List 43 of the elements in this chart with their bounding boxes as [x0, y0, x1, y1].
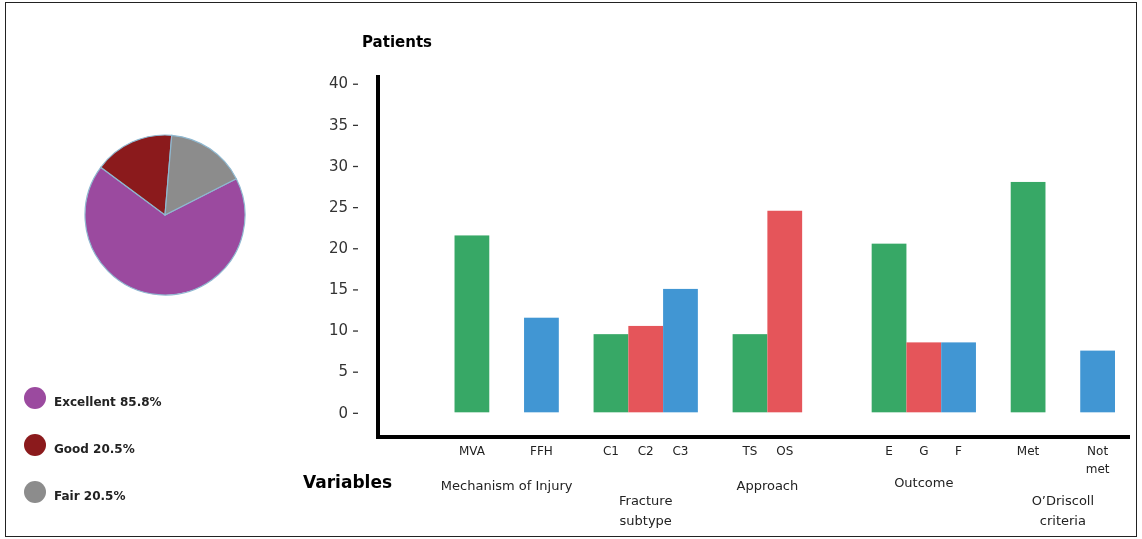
legend-label: Excellent 85.8% — [54, 395, 162, 409]
legend-label: Fair 20.5% — [54, 489, 126, 503]
bar — [1010, 181, 1046, 413]
x-tick-label: C3 — [672, 444, 689, 458]
bar — [732, 334, 768, 413]
x-axis-title: Variables — [303, 472, 393, 492]
x-tick-label: MVA — [458, 444, 486, 458]
x-tick-label: F — [955, 444, 963, 458]
bar — [1080, 350, 1115, 413]
y-axis-title: Patients — [362, 33, 433, 51]
x-tick-label: Not met — [1085, 444, 1110, 476]
x-tick-label: E — [885, 444, 893, 458]
x-tick-label: OS — [776, 444, 794, 458]
y-tick-label: 40 — [328, 74, 348, 93]
bar — [663, 288, 698, 413]
y-tick-label: 20 — [328, 239, 348, 258]
bar — [524, 317, 559, 413]
y-tick-label: 30 — [328, 156, 348, 175]
y-tick-label: 15 — [328, 280, 348, 299]
bar — [906, 342, 942, 413]
bar — [628, 325, 664, 413]
text: Outcome — [894, 475, 954, 490]
bar — [593, 334, 629, 413]
legend-label: Good 20.5% — [54, 442, 135, 456]
text: Fracture subtype — [619, 493, 673, 528]
y-tick-label: 10 — [328, 321, 348, 340]
bar — [871, 243, 907, 413]
x-tick-label: C1 — [602, 444, 619, 458]
text: O’Driscoll criteria — [1031, 493, 1095, 528]
x-tick-label: Met — [1016, 444, 1040, 458]
x-tick-label: FFH — [530, 444, 553, 458]
text: Mechanism of Injury — [440, 478, 573, 493]
y-tick-label: 35 — [328, 115, 348, 134]
bar — [941, 342, 976, 413]
y-tick-label: 0 — [338, 403, 348, 422]
y-tick-label: 25 — [328, 197, 348, 216]
text: Approach — [736, 478, 799, 493]
x-tick-label: G — [919, 444, 929, 458]
bar — [767, 210, 803, 413]
bar — [454, 235, 490, 413]
x-tick-label: TS — [741, 444, 758, 458]
y-tick-label: 5 — [338, 362, 348, 381]
x-tick-label: C2 — [637, 444, 654, 458]
